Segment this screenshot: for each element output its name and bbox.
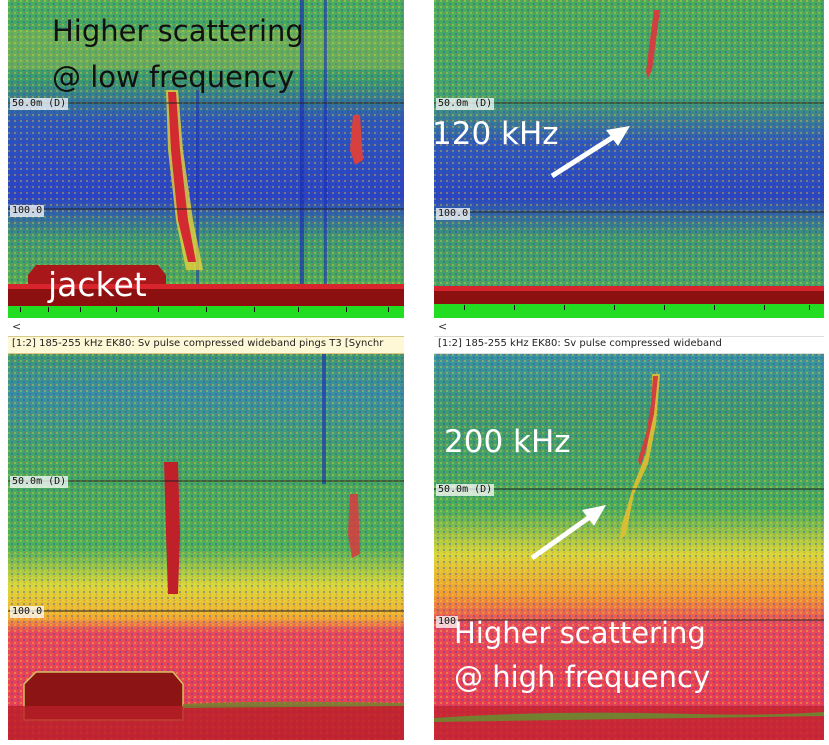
depth-label-100m: 100.0 — [10, 205, 45, 217]
arrow-200khz-icon — [530, 511, 596, 561]
echogram-panel-top-left: 50.0m (D) 100.0 Higher scattering @ low … — [8, 0, 404, 318]
echogram-title-left: [1:2] 185-255 kHz EK80: Sv pulse compres… — [8, 336, 404, 354]
caption-high-frequency-line1: Higher scattering — [454, 616, 706, 650]
depth-label-100m: 100.0 — [10, 606, 45, 618]
echogram-panel-top-right: 50.0m (D) 100.0 120 kHz — [434, 0, 824, 318]
depth-label-50m: 50.0m (D) — [436, 484, 495, 496]
scroll-left-button[interactable]: < — [438, 320, 448, 333]
depth-label-50m: 50.0m (D) — [10, 476, 69, 488]
caption-high-frequency-line2: @ high frequency — [454, 660, 711, 694]
echogram-panel-bottom-right: 50.0m (D) 100 200 kHz Higher scattering … — [434, 354, 824, 740]
echogram-scrollbar-left[interactable]: < — [8, 318, 404, 336]
jacket-annotation: jacket — [48, 265, 147, 304]
depth-label-50m: 50.0m (D) — [436, 98, 495, 110]
depth-label-100m: 100.0 — [436, 208, 471, 220]
caption-low-frequency-line2: @ low frequency — [52, 60, 295, 94]
frequency-label-200khz: 200 kHz — [444, 424, 571, 460]
echogram-bottom-left-image — [8, 354, 404, 740]
scroll-left-button[interactable]: < — [12, 320, 22, 333]
echogram-top-right-image — [434, 0, 824, 318]
arrow-120khz-icon — [550, 131, 620, 179]
depth-label-50m: 50.0m (D) — [10, 98, 69, 110]
echogram-scrollbar-right[interactable]: < — [434, 318, 824, 336]
echogram-panel-bottom-left: 50.0m (D) 100.0 — [8, 354, 404, 740]
caption-low-frequency-line1: Higher scattering — [52, 14, 304, 48]
frequency-label-120khz: 120 kHz — [434, 116, 559, 152]
echogram-bottom-right-image — [434, 354, 824, 740]
echogram-title-right: [1:2] 185-255 kHz EK80: Sv pulse compres… — [434, 336, 824, 354]
depth-label-100m: 100 — [436, 616, 459, 628]
echogram-top-left-image — [8, 0, 404, 318]
